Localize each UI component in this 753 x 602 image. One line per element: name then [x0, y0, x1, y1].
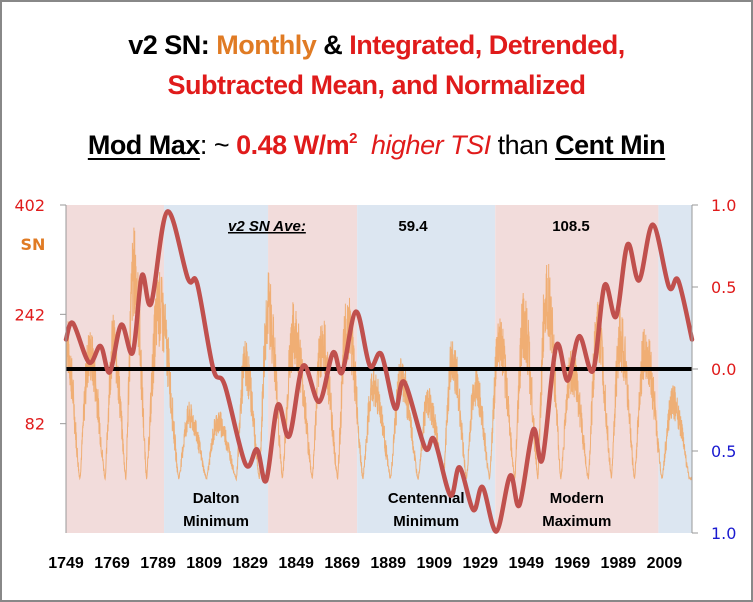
- subtitle-value: 0.48 W/m2: [236, 130, 357, 160]
- title-line-1-part-1: Monthly: [216, 30, 317, 60]
- annotations: v2 SN Ave: 59.4 108.5: [228, 218, 590, 235]
- subtitle: Mod Max: ~ 0.48 W/m2 higher TSI than Cen…: [0, 130, 753, 161]
- band-label: Centennial: [388, 490, 465, 507]
- subtitle-cent-min: Cent Min: [555, 130, 666, 160]
- monthly-sn-line: [65, 227, 693, 482]
- subtitle-mod-max: Mod Max: [87, 130, 201, 160]
- x-tick-label: 2009: [647, 555, 683, 572]
- band-label: Modern: [550, 490, 604, 507]
- monthly-sn-series: [65, 227, 693, 482]
- title-line-2: Subtracted Mean, and Normalized: [0, 70, 753, 101]
- subtitle-than: than: [490, 130, 556, 160]
- subtitle-value-sup: 2: [349, 130, 358, 147]
- right-tick-label: 0.0: [711, 360, 736, 379]
- x-tick-label: 1909: [416, 555, 452, 572]
- right-tick-label: 0.5: [711, 278, 736, 297]
- band-label: Maximum: [542, 513, 611, 530]
- x-tick-label: 1969: [555, 555, 591, 572]
- right-tick-label: 0.5: [711, 442, 736, 461]
- integrated-series: [63, 209, 695, 534]
- x-tick-label: 1989: [601, 555, 637, 572]
- title-line-1-part-3: Integrated, Detrended,: [349, 30, 625, 60]
- x-tick-label: 1869: [324, 555, 360, 572]
- title-line-1: v2 SN: Monthly & Integrated, Detrended,: [0, 30, 753, 61]
- left-tick-label: 82: [25, 415, 45, 434]
- band-label: Dalton: [193, 490, 240, 507]
- title-line-2-part-0: Subtracted Mean, and Normalized: [167, 70, 586, 100]
- title-line-1-part-2: &: [316, 30, 350, 60]
- integrated-line: [63, 209, 695, 534]
- ave-centennial-value: 59.4: [398, 218, 428, 235]
- subtitle-higher-tsi: higher TSI: [371, 130, 491, 160]
- left-axis-title: SN: [21, 235, 46, 254]
- title-line-1-part-0: v2 SN:: [128, 30, 217, 60]
- x-tick-label: 1809: [186, 555, 222, 572]
- x-tick-label: 1889: [370, 555, 406, 572]
- x-tick-label: 1949: [508, 555, 544, 572]
- subtitle-colon: : ~: [199, 130, 237, 160]
- x-tick-label: 1929: [462, 555, 498, 572]
- subtitle-value-text: 0.48 W/m: [236, 130, 350, 160]
- x-tick-label: 1769: [94, 555, 130, 572]
- x-tick-label: 1829: [232, 555, 268, 572]
- band-label: Minimum: [393, 513, 459, 530]
- x-tick-label: 1789: [140, 555, 176, 572]
- right-tick-label: 1.0: [711, 196, 736, 215]
- right-tick-label: 1.0: [711, 524, 736, 543]
- x-tick-label: 1849: [278, 555, 314, 572]
- left-tick-label: 402: [14, 196, 45, 215]
- ave-label: v2 SN Ave:: [228, 218, 306, 235]
- band-label: Minimum: [183, 513, 249, 530]
- axes: 402 242 82 SN 1.0 0.5 0.0 0.5 1.0 1749 1769 1789 180…: [14, 196, 736, 572]
- ave-modern-value: 108.5: [552, 218, 590, 235]
- left-tick-label: 242: [14, 305, 45, 324]
- x-tick-label: 1749: [48, 555, 84, 572]
